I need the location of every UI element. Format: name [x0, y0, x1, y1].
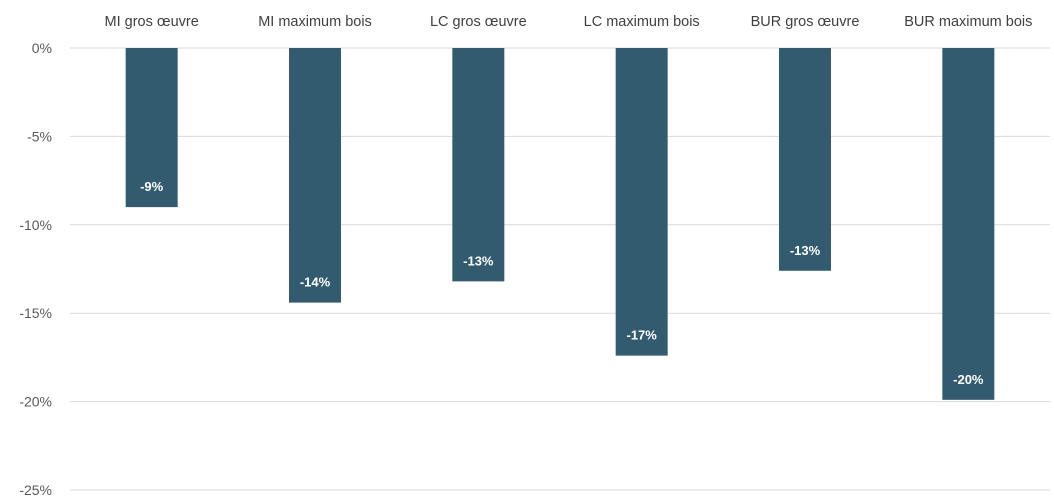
bars	[125, 48, 995, 400]
y-tick-label: 0%	[32, 40, 52, 56]
bar	[615, 48, 668, 356]
bar	[452, 48, 505, 282]
data-label: -13%	[790, 243, 821, 258]
data-labels: -9% -14% -13% -17% -13% -20%	[140, 179, 984, 387]
data-label: -17%	[626, 328, 657, 343]
data-label: -13%	[463, 253, 494, 268]
category-label: LC gros œuvre	[430, 14, 527, 30]
y-tick-label: -25%	[19, 482, 52, 498]
bar	[289, 48, 341, 303]
data-label: -14%	[300, 275, 331, 290]
data-label: -20%	[953, 372, 984, 387]
data-label: -9%	[140, 179, 164, 194]
y-tick-label: -15%	[19, 305, 52, 321]
bar	[942, 48, 995, 400]
category-labels: MI gros œuvre MI maximum bois LC gros œuvr…	[105, 14, 1033, 30]
category-label: BUR gros œuvre	[751, 14, 860, 30]
category-label: MI maximum bois	[258, 14, 372, 30]
bar	[125, 48, 178, 208]
y-tick-label: -20%	[19, 394, 52, 410]
gridlines	[70, 47, 1050, 491]
bar	[779, 48, 831, 271]
category-label: BUR maximum bois	[904, 14, 1032, 30]
y-tick-label: -10%	[19, 217, 52, 233]
category-label: MI gros œuvre	[105, 14, 199, 30]
y-tick-label: -5%	[27, 128, 52, 144]
y-axis-ticks: 0% -5% -10% -15% -20% -25%	[19, 40, 52, 498]
category-label: LC maximum bois	[584, 14, 700, 30]
